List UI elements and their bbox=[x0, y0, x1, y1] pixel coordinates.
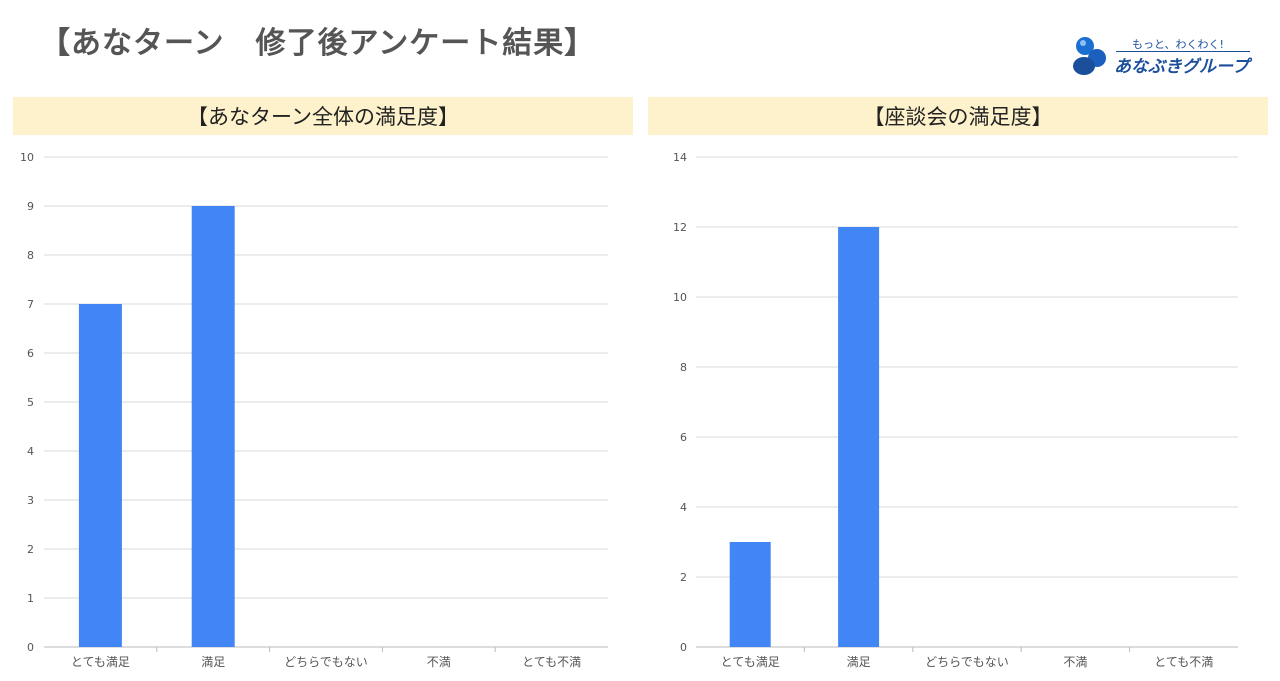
y-tick-label: 4 bbox=[27, 445, 34, 458]
chart-title-roundtable-satisfaction: 【座談会の満足度】 bbox=[648, 97, 1268, 135]
bar bbox=[838, 227, 880, 647]
y-tick-label: 8 bbox=[680, 361, 687, 374]
y-tick-label: 2 bbox=[680, 571, 687, 584]
y-tick-label: 7 bbox=[27, 298, 34, 311]
x-tick-label: とても満足 bbox=[721, 655, 780, 669]
page-title: 【あなターン 修了後アンケート結果】 bbox=[40, 26, 596, 61]
y-tick-label: 3 bbox=[27, 494, 34, 507]
logo-tagline: もっと、わくわく! bbox=[1132, 38, 1224, 51]
y-tick-label: 0 bbox=[27, 641, 34, 654]
y-tick-label: 2 bbox=[27, 543, 34, 556]
logo-brand: あなぶきグループ bbox=[1114, 57, 1249, 77]
y-tick-label: 0 bbox=[680, 641, 687, 654]
y-tick-label: 5 bbox=[27, 396, 34, 409]
y-tick-label: 4 bbox=[680, 501, 687, 514]
y-tick-label: 6 bbox=[27, 347, 34, 360]
roundtable-satisfaction-chart: 0 2 4 6 8 10 12 14 とても満足 満足 どちらでもない 不満 とても不満 bbox=[673, 151, 1238, 669]
x-tick-label: 満足 bbox=[847, 655, 871, 669]
x-tick-label: どちらでもない bbox=[925, 655, 1009, 669]
y-tick-label: 9 bbox=[27, 200, 34, 213]
y-tick-label: 10 bbox=[20, 151, 34, 164]
x-tick-label: 不満 bbox=[1063, 655, 1087, 669]
x-tick-label: とても不満 bbox=[522, 655, 581, 669]
logo-mark-icon bbox=[1073, 37, 1106, 75]
company-logo: もっと、わくわく! あなぶきグループ bbox=[1072, 34, 1262, 78]
x-tick-label: とても不満 bbox=[1154, 655, 1213, 669]
x-tick-label: どちらでもない bbox=[284, 655, 368, 669]
bar bbox=[78, 304, 122, 647]
logo-divider bbox=[1116, 51, 1250, 52]
y-tick-label: 6 bbox=[680, 431, 687, 444]
y-tick-label: 12 bbox=[673, 221, 687, 234]
y-tick-label: 8 bbox=[27, 249, 34, 262]
bar bbox=[729, 542, 771, 647]
bar bbox=[191, 206, 235, 647]
x-tick-label: 満足 bbox=[201, 655, 225, 669]
overall-satisfaction-chart: 0 1 2 3 4 5 6 7 8 9 10 とても満足 満足 どちらでもない 不満 とても不満 bbox=[20, 151, 608, 669]
x-tick-label: とても満足 bbox=[71, 655, 130, 669]
x-tick-label: 不満 bbox=[427, 655, 451, 669]
y-tick-label: 1 bbox=[27, 592, 34, 605]
y-tick-label: 10 bbox=[673, 291, 687, 304]
y-tick-label: 14 bbox=[673, 151, 687, 164]
chart-title-overall-satisfaction: 【あなターン全体の満足度】 bbox=[13, 97, 633, 135]
